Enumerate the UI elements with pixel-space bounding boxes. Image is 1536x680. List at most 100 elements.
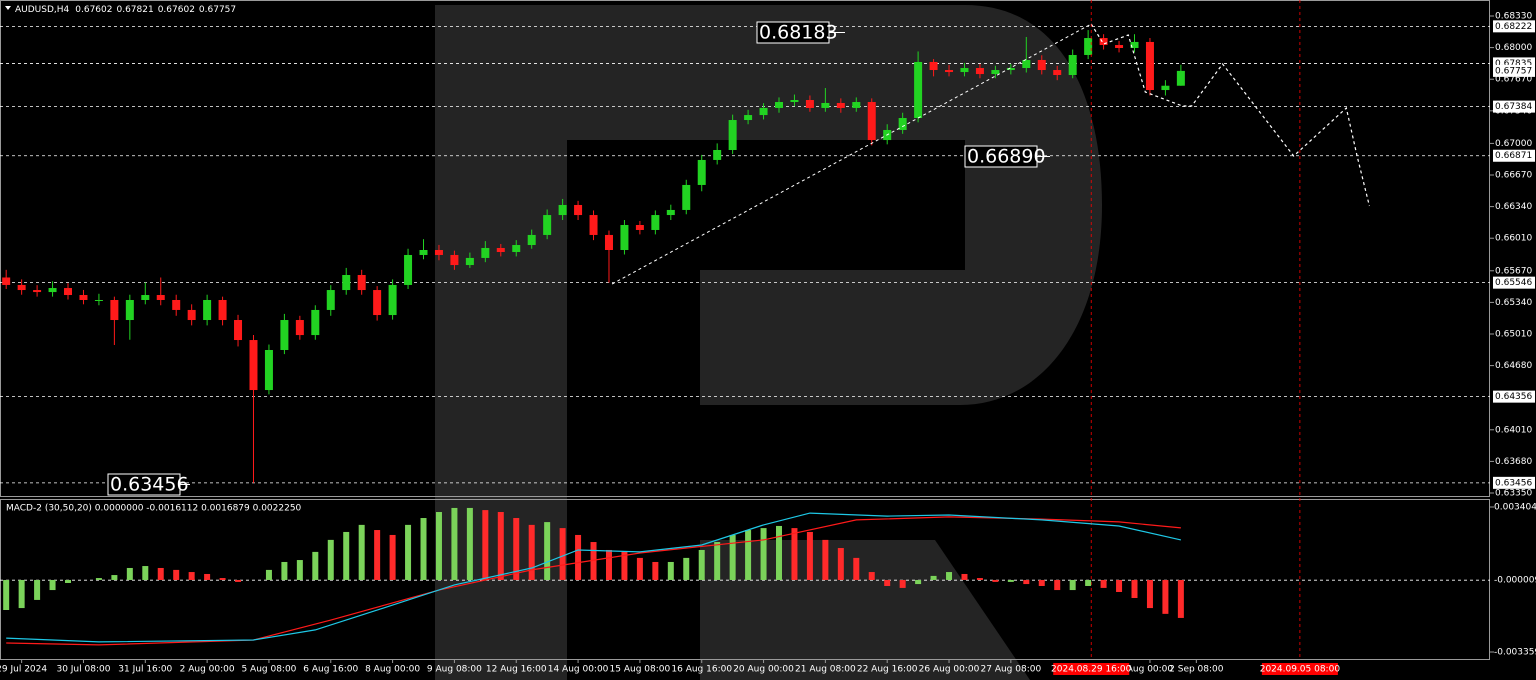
x-tick-label: 30 Jul 08:00 bbox=[56, 665, 110, 675]
histogram-bar bbox=[358, 524, 365, 580]
histogram-bar bbox=[513, 518, 520, 580]
candle-body bbox=[1006, 68, 1015, 71]
histogram-bar bbox=[405, 524, 412, 580]
price-frame bbox=[0, 0, 1490, 497]
x-tick-label: 26 Aug 00:00 bbox=[919, 665, 980, 675]
x-tick-label: Aug 00:00 bbox=[1127, 665, 1174, 675]
annotation: 0.63456 bbox=[110, 474, 189, 496]
histogram-bar bbox=[1146, 579, 1153, 609]
y-tick-label: 0.66340 bbox=[1495, 202, 1532, 212]
histogram-bar bbox=[822, 539, 829, 580]
candle-body bbox=[775, 102, 784, 108]
candle-body bbox=[125, 299, 134, 321]
histogram-bar bbox=[466, 507, 473, 580]
histogram-bar bbox=[49, 579, 56, 591]
histogram-bar bbox=[806, 531, 813, 580]
header: AUDUSD,H4 0.67602 0.67821 0.67602 0.67757 bbox=[15, 5, 236, 15]
histogram-bar bbox=[1038, 579, 1045, 586]
candle-body bbox=[682, 184, 691, 210]
y-tick-label: 0.63680 bbox=[1495, 457, 1532, 467]
histogram-bar bbox=[1054, 579, 1061, 591]
histogram-bar bbox=[3, 579, 10, 610]
candle-body bbox=[17, 284, 26, 291]
candle-body bbox=[574, 204, 583, 216]
candle-body bbox=[496, 247, 505, 253]
candle-body bbox=[960, 68, 969, 73]
y-tick-label: -0.003359 bbox=[1494, 648, 1536, 658]
signal-line bbox=[6, 516, 1181, 646]
histogram-bar bbox=[497, 512, 504, 580]
candle-body bbox=[635, 224, 644, 230]
y-tick-label: 0.65340 bbox=[1495, 298, 1532, 308]
macd-frame bbox=[0, 499, 1490, 660]
candle-body bbox=[975, 68, 984, 75]
candle-body bbox=[156, 295, 165, 300]
histogram-bar bbox=[1131, 579, 1138, 598]
low: 0.67602 bbox=[158, 5, 195, 15]
annotation: 0.66890 bbox=[967, 146, 1046, 168]
level-box bbox=[1493, 476, 1535, 489]
histogram-bar bbox=[544, 522, 551, 580]
candle-body bbox=[388, 284, 397, 316]
y-tick-label: 0.64680 bbox=[1495, 361, 1532, 371]
level-box bbox=[1493, 390, 1535, 403]
x-tick-label: 31 Jul 16:00 bbox=[118, 665, 172, 675]
histogram-bar bbox=[1177, 579, 1184, 618]
histogram-bar bbox=[636, 557, 643, 580]
x-tick-label: 22 Aug 16:00 bbox=[857, 665, 918, 675]
event-label: 2024.08.29 16:00 bbox=[1051, 665, 1132, 675]
histogram-bar bbox=[930, 575, 937, 580]
y-tick-label: 0.68330 bbox=[1495, 12, 1532, 22]
candle-body bbox=[434, 249, 443, 255]
candle-body bbox=[404, 254, 413, 285]
level-box bbox=[1493, 149, 1535, 162]
histogram-bar bbox=[1069, 579, 1076, 591]
candle-body bbox=[110, 299, 119, 321]
y-tick-label: 0.67670 bbox=[1495, 75, 1532, 85]
y-tick-label: 0.68000 bbox=[1495, 43, 1532, 53]
candle-body bbox=[1115, 45, 1124, 48]
candle-body bbox=[651, 215, 660, 230]
candle-body bbox=[203, 299, 212, 321]
candle-body bbox=[94, 299, 103, 301]
level-label: 0.68222 bbox=[1495, 22, 1532, 32]
histogram-bar bbox=[1100, 579, 1107, 588]
candle-body bbox=[744, 115, 753, 121]
histogram-bar bbox=[95, 578, 102, 580]
candle-body bbox=[249, 340, 258, 391]
trend-line bbox=[611, 23, 1092, 285]
candle-body bbox=[280, 320, 289, 350]
x-tick-label: 29 Jul 2024 bbox=[0, 665, 47, 675]
candle-body bbox=[357, 274, 366, 291]
candle-body bbox=[805, 100, 814, 108]
histogram-bar bbox=[65, 579, 72, 583]
candle-body bbox=[2, 277, 11, 285]
histogram-bar bbox=[420, 518, 427, 580]
candle-body bbox=[187, 309, 196, 321]
x-tick-label: 6 Aug 16:00 bbox=[303, 665, 358, 675]
histogram-bar bbox=[760, 528, 767, 580]
candle-body bbox=[512, 245, 521, 253]
histogram-bar bbox=[853, 557, 860, 580]
candle-body bbox=[914, 61, 923, 119]
histogram-bar bbox=[946, 572, 953, 580]
candle-body bbox=[172, 299, 181, 310]
candle-body bbox=[945, 70, 954, 73]
histogram-bar bbox=[698, 549, 705, 580]
candle-body bbox=[898, 118, 907, 130]
candle-body bbox=[604, 234, 613, 250]
candle-body bbox=[79, 295, 88, 300]
candle-body bbox=[264, 349, 273, 391]
symbol: AUDUSD,H4 bbox=[15, 5, 70, 15]
histogram-bar bbox=[1023, 579, 1030, 585]
level-box bbox=[1493, 100, 1535, 113]
histogram-bar bbox=[188, 572, 195, 580]
histogram-bar bbox=[235, 579, 242, 582]
candle-body bbox=[759, 107, 768, 116]
y-tick-label: 0.64010 bbox=[1495, 425, 1532, 435]
candle-body bbox=[465, 257, 474, 266]
histogram-bar bbox=[389, 534, 396, 580]
close: 0.67757 bbox=[199, 5, 236, 15]
level-label: 0.67835 bbox=[1495, 59, 1532, 69]
candle-body bbox=[48, 288, 57, 293]
